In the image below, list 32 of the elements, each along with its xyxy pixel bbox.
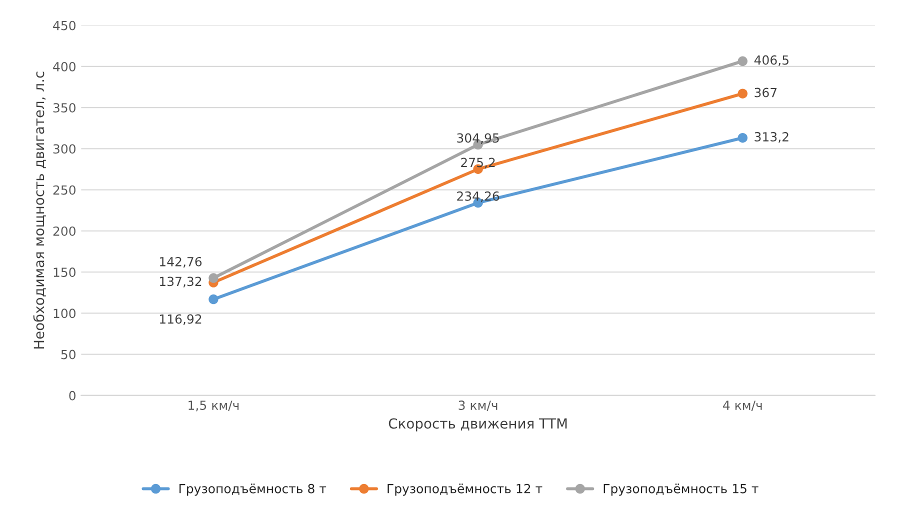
legend-label: Грузоподъёмность 8 т — [179, 484, 326, 496]
data-label: 142,76 — [160, 256, 202, 268]
data-label: 234,26 — [457, 191, 500, 202]
data-label: 367 — [754, 88, 777, 98]
point — [738, 88, 748, 98]
y-tick-label: 400 — [53, 62, 76, 72]
point — [738, 56, 748, 66]
y-tick-label: 250 — [53, 185, 76, 195]
data-label: 406,5 — [754, 55, 788, 66]
data-label: 313,2 — [754, 132, 788, 143]
legend-label: Грузоподъёмность 12 т — [388, 484, 542, 496]
y-tick-label: 200 — [53, 226, 76, 236]
x-tick-label: 1,5 км/ч — [188, 400, 239, 412]
y-tick-label: 50 — [61, 350, 76, 360]
legend-label: Грузоподъёмность 15 т — [604, 484, 758, 496]
y-tick-label: 350 — [53, 103, 76, 113]
point — [208, 294, 218, 304]
x-axis-title: Скорость движения ТТМ — [388, 418, 567, 432]
data-label: 116,92 — [160, 314, 202, 326]
data-label: 304,95 — [457, 133, 499, 144]
y-tick-label: 100 — [54, 308, 76, 318]
data-label: 275,2 — [461, 158, 495, 168]
point — [738, 133, 748, 143]
y-tick-label: 150 — [54, 268, 76, 278]
data-label: 137,32 — [160, 276, 202, 288]
y-tick-label: 300 — [53, 144, 76, 154]
y-tick-label: 450 — [53, 20, 76, 30]
y-tick-label: 0 — [69, 390, 76, 400]
y-axis-title: Необходимая мощность двигател, л.с — [33, 72, 46, 349]
x-tick-label: 3 км/ч — [458, 400, 498, 411]
x-tick-label: 4 км/ч — [723, 400, 762, 411]
point — [208, 273, 218, 283]
